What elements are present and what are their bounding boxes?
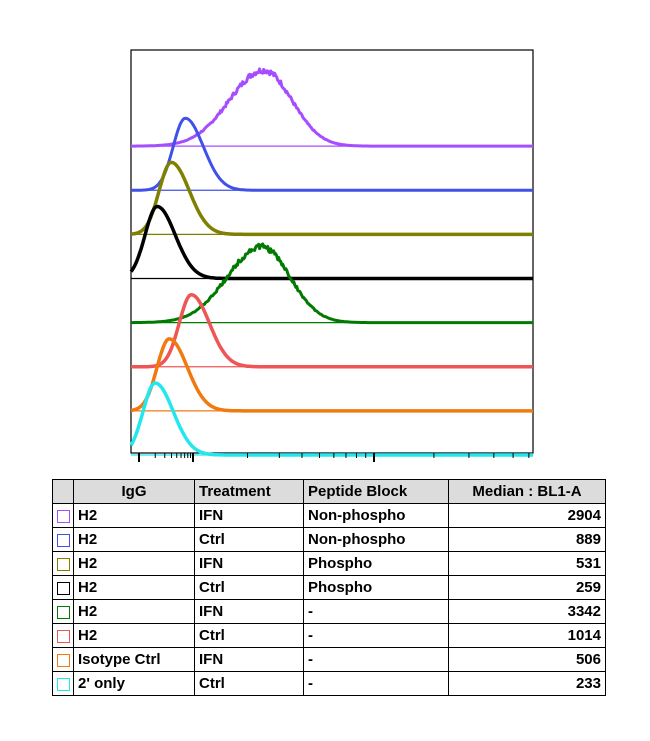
- histogram-trace: [130, 160, 534, 237]
- histogram-traces: [129, 67, 534, 457]
- peptide-block-cell: Non-phospho: [303, 503, 449, 528]
- median-cell: 506: [448, 647, 606, 672]
- legend-row: H2 IFN -3342: [52, 599, 606, 624]
- swatch-header: [52, 479, 74, 504]
- legend-swatch-cell: [52, 647, 74, 672]
- median-cell: 1014: [448, 623, 606, 648]
- median-cell: 889: [448, 527, 606, 552]
- legend-swatch-cell: [52, 503, 74, 528]
- histogram-trace: [130, 116, 534, 192]
- legend-swatch: [56, 557, 70, 571]
- legend-row: H2 IFN Non-phospho 2904: [52, 503, 606, 528]
- histogram-trace: [129, 204, 534, 281]
- igg-cell: 2' only: [73, 671, 195, 696]
- plot-frame: [130, 49, 534, 454]
- histogram-overlay-chart: [129, 49, 534, 462]
- legend-swatch: [56, 509, 70, 523]
- legend-row: 2' only Ctrl -233: [52, 671, 606, 696]
- igg-cell: H2: [73, 527, 195, 552]
- treatment-cell: IFN: [194, 551, 304, 576]
- legend-swatch-cell: [52, 575, 74, 600]
- median-cell: 259: [448, 575, 606, 600]
- igg-cell: H2: [73, 623, 195, 648]
- peptide-block-cell: -: [303, 623, 449, 648]
- legend-swatch: [56, 653, 70, 667]
- legend-swatch-cell: [52, 623, 74, 648]
- legend-swatch-cell: [52, 527, 74, 552]
- igg-cell: H2: [73, 599, 195, 624]
- histogram-trace: [129, 381, 534, 457]
- legend-swatch-cell: [52, 599, 74, 624]
- igg-cell: Isotype Ctrl: [73, 647, 195, 672]
- peptide-block-cell: -: [303, 599, 449, 624]
- treatment-cell: IFN: [194, 599, 304, 624]
- median-header: Median : BL1-A: [448, 479, 606, 504]
- median-cell: 233: [448, 671, 606, 696]
- legend-swatch-cell: [52, 671, 74, 696]
- igg-cell: H2: [73, 503, 195, 528]
- legend-swatch: [56, 605, 70, 619]
- peptide-block-cell: -: [303, 671, 449, 696]
- histogram-trace: [130, 293, 534, 369]
- legend-row: Isotype Ctrl IFN -506: [52, 647, 606, 672]
- legend-body: H2 IFN Non-phospho 2904 H2 Ctrl Non-phospho 889…: [52, 503, 606, 696]
- treatment-cell: Ctrl: [194, 671, 304, 696]
- median-cell: 2904: [448, 503, 606, 528]
- legend-table: IgG Treatment Peptide Block Median : BL1…: [52, 479, 606, 696]
- peptide-block-cell: -: [303, 647, 449, 672]
- legend-header-row: IgG Treatment Peptide Block Median : BL1…: [52, 479, 606, 504]
- treatment-header: Treatment: [194, 479, 304, 504]
- legend-row: H2 Ctrl Non-phospho 889: [52, 527, 606, 552]
- treatment-cell: IFN: [194, 647, 304, 672]
- peptide-block-cell: Phospho: [303, 575, 449, 600]
- treatment-cell: Ctrl: [194, 623, 304, 648]
- legend-swatch: [56, 629, 70, 643]
- igg-header: IgG: [73, 479, 195, 504]
- legend-row: H2 Ctrl -1014: [52, 623, 606, 648]
- peptide-block-cell: Phospho: [303, 551, 449, 576]
- igg-cell: H2: [73, 551, 195, 576]
- treatment-cell: Ctrl: [194, 527, 304, 552]
- histogram-trace: [130, 242, 534, 325]
- legend-row: H2 IFN Phospho 531: [52, 551, 606, 576]
- median-cell: 531: [448, 551, 606, 576]
- histogram-trace: [130, 337, 534, 413]
- legend-swatch: [56, 533, 70, 547]
- peptide-block-cell: Non-phospho: [303, 527, 449, 552]
- legend-swatch-cell: [52, 551, 74, 576]
- igg-cell: H2: [73, 575, 195, 600]
- legend-row: H2 Ctrl Phospho 259: [52, 575, 606, 600]
- legend-swatch: [56, 581, 70, 595]
- median-cell: 3342: [448, 599, 606, 624]
- treatment-cell: Ctrl: [194, 575, 304, 600]
- legend-swatch: [56, 677, 70, 691]
- treatment-cell: IFN: [194, 503, 304, 528]
- peptide-block-header: Peptide Block: [303, 479, 449, 504]
- x-axis-ticks: [138, 453, 530, 462]
